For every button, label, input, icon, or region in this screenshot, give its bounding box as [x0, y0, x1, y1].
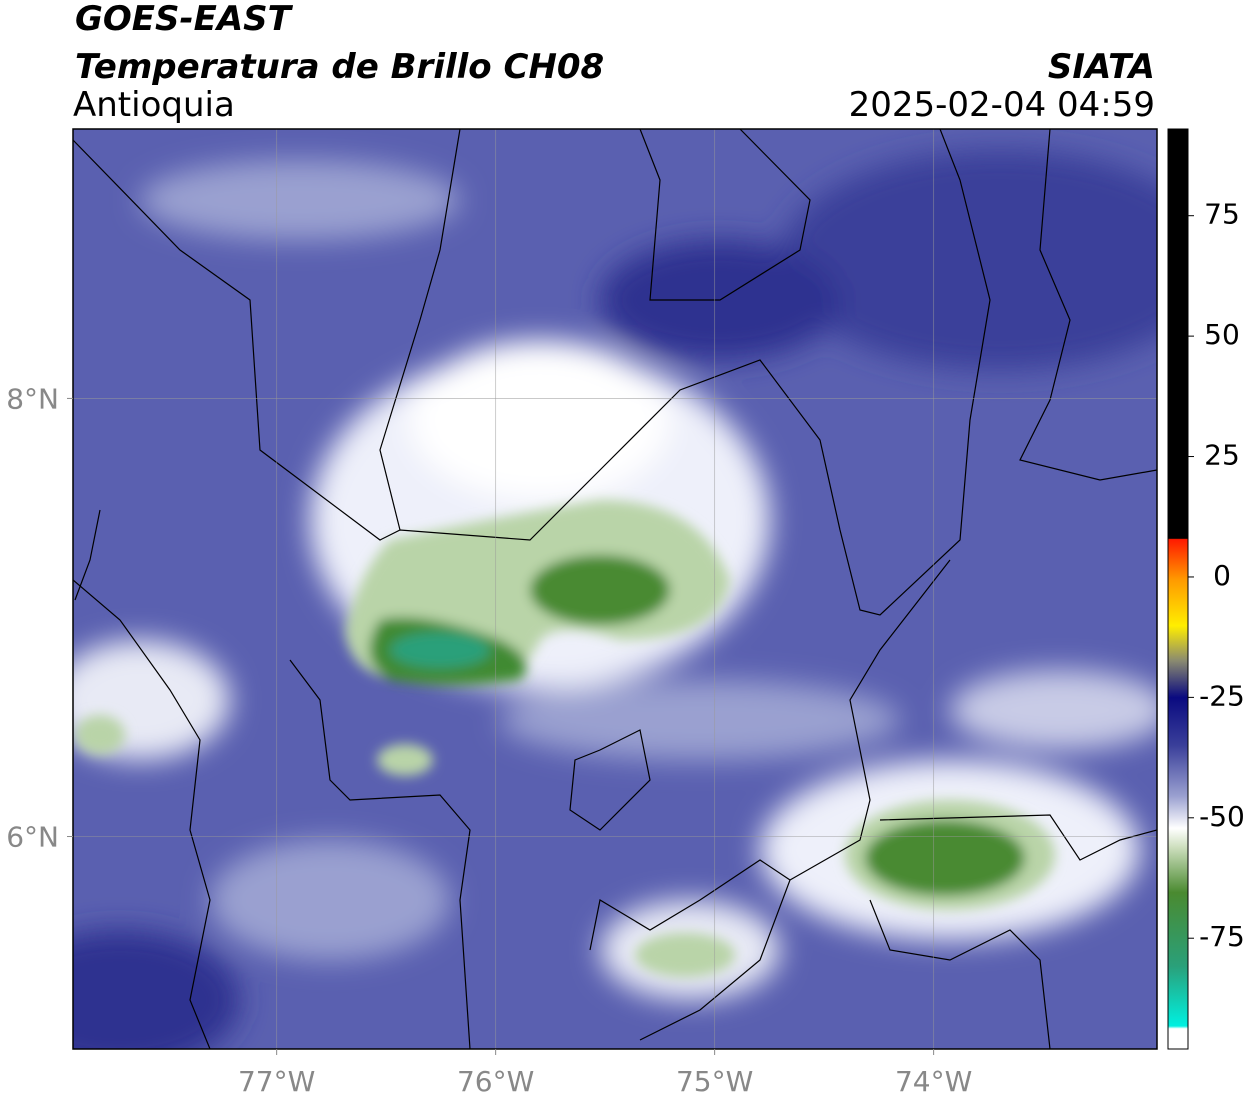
subtitle: Temperatura de Brillo CH08	[75, 47, 604, 87]
colorbar-tick-label: 25	[1204, 439, 1240, 472]
map-frame	[72, 128, 1158, 1050]
y-tick-label: 8°N	[6, 382, 59, 415]
colorbar-tick-label: 0	[1213, 559, 1231, 592]
source: SIATA	[1048, 47, 1155, 87]
colorbar-tick-label: -50	[1199, 800, 1245, 833]
colorbar-tick-label: -75	[1199, 920, 1245, 953]
x-tick-label: 77°W	[238, 1065, 315, 1098]
title: GOES-EAST	[75, 0, 294, 39]
imagery	[73, 129, 1157, 1049]
timestamp: 2025-02-04 04:59	[849, 85, 1155, 125]
colorbar-tick-label: 75	[1204, 198, 1240, 231]
x-tick-label: 75°W	[676, 1065, 753, 1098]
y-tick-label: 6°N	[6, 821, 59, 854]
colorbar-tick-label: -25	[1199, 679, 1245, 712]
x-tick-label: 74°W	[895, 1065, 972, 1098]
x-tick-label: 76°W	[457, 1065, 534, 1098]
colorbar-tick-label: 50	[1204, 318, 1240, 351]
region: Antioquia	[73, 85, 235, 125]
colorbar	[1167, 128, 1189, 1050]
